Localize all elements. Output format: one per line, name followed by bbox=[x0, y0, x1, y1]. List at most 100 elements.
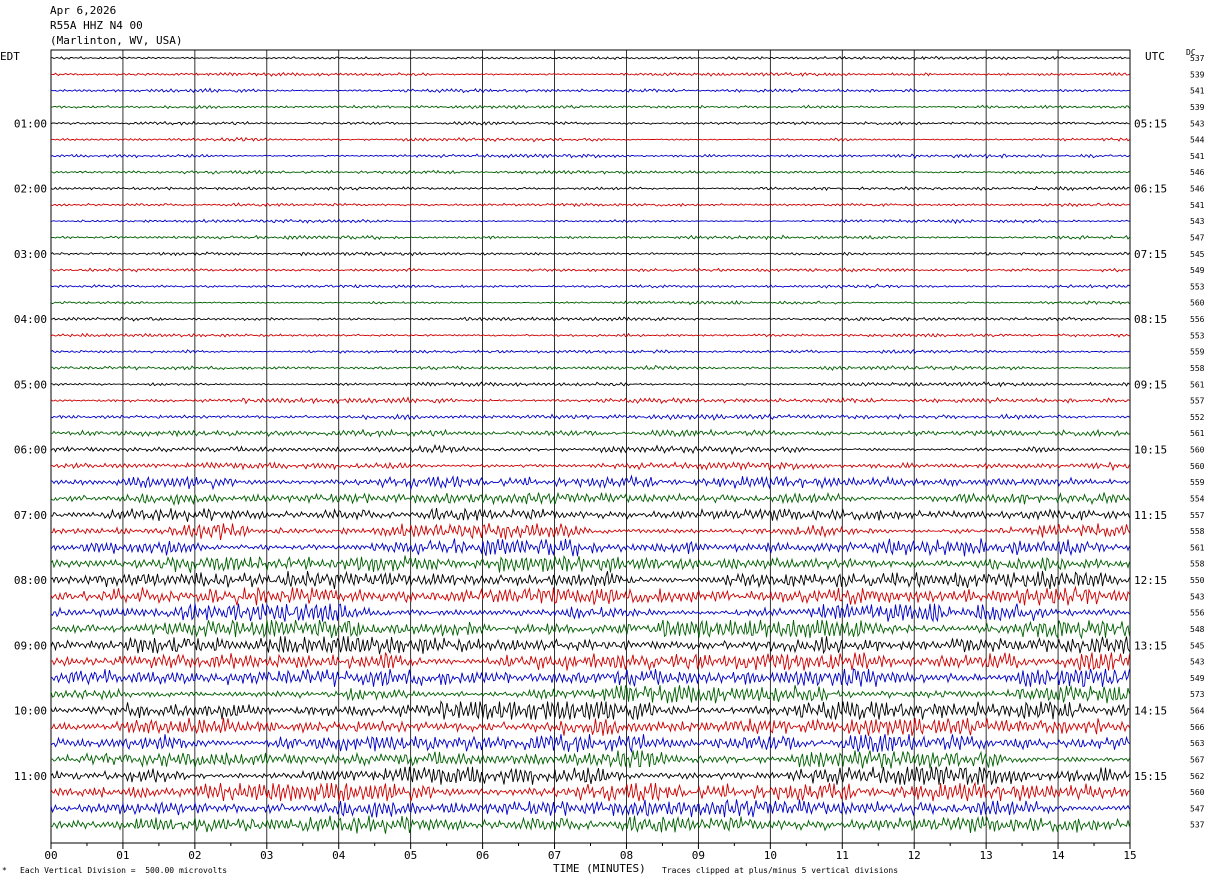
trace-line bbox=[50, 349, 1130, 355]
dc-offset-label: 543 bbox=[1190, 592, 1205, 601]
left-hour-label: 07:00 bbox=[14, 509, 47, 522]
dc-column-header: DC bbox=[1186, 48, 1196, 57]
dc-offset-label: 541 bbox=[1190, 152, 1205, 161]
x-tick-label: 03 bbox=[260, 849, 273, 862]
dc-offset-label: 558 bbox=[1190, 560, 1205, 569]
seismic-traces bbox=[50, 55, 1130, 834]
x-tick-label: 06 bbox=[476, 849, 489, 862]
dc-offset-label: 557 bbox=[1190, 511, 1205, 520]
trace-line bbox=[50, 570, 1130, 590]
right-hour-label: 11:15 bbox=[1134, 509, 1167, 522]
left-hour-label: 02:00 bbox=[14, 183, 47, 196]
trace-line bbox=[50, 717, 1130, 736]
x-tick-label: 15 bbox=[1123, 849, 1136, 862]
dc-offset-label: 545 bbox=[1190, 641, 1205, 650]
dc-offset-label: 546 bbox=[1190, 185, 1205, 194]
trace-line bbox=[50, 332, 1130, 338]
trace-line bbox=[50, 781, 1130, 802]
trace-line bbox=[50, 251, 1130, 257]
dc-offset-label: 549 bbox=[1190, 266, 1205, 275]
x-tick-label: 12 bbox=[908, 849, 921, 862]
left-hour-label: 09:00 bbox=[14, 639, 47, 652]
dc-offset-label: 545 bbox=[1190, 250, 1205, 259]
dc-offset-label: 567 bbox=[1190, 755, 1205, 764]
trace-line bbox=[50, 267, 1130, 273]
right-timezone-label: UTC bbox=[1145, 50, 1165, 63]
header-location: (Marlinton, WV, USA) bbox=[50, 34, 183, 47]
dc-offset-label: 552 bbox=[1190, 413, 1205, 422]
trace-line bbox=[50, 413, 1130, 421]
x-tick-label: 10 bbox=[764, 849, 777, 862]
left-hour-label: 10:00 bbox=[14, 705, 47, 718]
x-axis-ticks: 00 01 02 03 04 05 06 07 08 09 10 11 12 13 14 15 bbox=[44, 843, 1137, 862]
trace-line bbox=[50, 538, 1130, 557]
trace-line bbox=[50, 668, 1130, 688]
trace-line bbox=[50, 185, 1130, 192]
trace-line bbox=[50, 799, 1130, 818]
right-hour-label: 12:15 bbox=[1134, 574, 1167, 587]
left-hour-label: 04:00 bbox=[14, 313, 47, 326]
trace-line bbox=[50, 381, 1130, 388]
trace-line bbox=[50, 684, 1130, 704]
trace-line bbox=[50, 554, 1130, 573]
left-hour-label: 08:00 bbox=[14, 574, 47, 587]
x-tick-label: 14 bbox=[1051, 849, 1065, 862]
trace-line bbox=[50, 234, 1130, 241]
trace-line bbox=[50, 71, 1130, 78]
trace-line bbox=[50, 585, 1130, 606]
dc-offset-label: 549 bbox=[1190, 674, 1205, 683]
trace-line bbox=[50, 316, 1130, 322]
dc-offset-label: 541 bbox=[1190, 201, 1205, 210]
dc-offset-label: 553 bbox=[1190, 331, 1205, 340]
dc-offset-label: 544 bbox=[1190, 136, 1205, 145]
trace-line bbox=[50, 603, 1130, 623]
x-tick-label: 11 bbox=[836, 849, 849, 862]
dc-offset-label: 559 bbox=[1190, 348, 1205, 357]
x-tick-label: 02 bbox=[188, 849, 201, 862]
dc-offset-label: 573 bbox=[1190, 690, 1205, 699]
x-tick-label: 00 bbox=[44, 849, 57, 862]
trace-line bbox=[50, 218, 1130, 225]
right-hour-label: 15:15 bbox=[1134, 770, 1167, 783]
dc-offset-label: 543 bbox=[1190, 217, 1205, 226]
left-hour-label: 01:00 bbox=[14, 117, 47, 130]
trace-line bbox=[50, 299, 1130, 306]
header-station: R55A HHZ N4 00 bbox=[50, 19, 143, 32]
dc-offset-label: 559 bbox=[1190, 478, 1205, 487]
trace-line bbox=[50, 700, 1130, 721]
dc-offset-label: 539 bbox=[1190, 103, 1205, 112]
dc-offset-label: 558 bbox=[1190, 364, 1205, 373]
right-hour-label: 09:15 bbox=[1134, 378, 1167, 391]
dc-offset-label: 539 bbox=[1190, 70, 1205, 79]
hour-labels: 01:00 02:00 03:00 04:00 05:00 06:00 07:00 08:00… bbox=[14, 117, 1167, 783]
trace-line bbox=[50, 474, 1130, 491]
dc-offset-label: 560 bbox=[1190, 462, 1205, 471]
dc-offset-label: 543 bbox=[1190, 119, 1205, 128]
trace-line bbox=[50, 443, 1130, 456]
trace-line bbox=[50, 428, 1130, 438]
dc-offset-label: 546 bbox=[1190, 168, 1205, 177]
trace-line bbox=[50, 461, 1130, 472]
trace-line bbox=[50, 750, 1130, 769]
dc-offset-label: 558 bbox=[1190, 527, 1205, 536]
trace-line bbox=[50, 523, 1130, 541]
dc-offset-label: 560 bbox=[1190, 446, 1205, 455]
right-hour-label: 05:15 bbox=[1134, 117, 1167, 130]
left-timezone-label: EDT bbox=[0, 50, 20, 63]
trace-line bbox=[50, 619, 1130, 640]
left-hour-label: 03:00 bbox=[14, 248, 47, 261]
trace-line bbox=[50, 364, 1130, 371]
trace-line bbox=[50, 104, 1130, 110]
dc-offset-label: 547 bbox=[1190, 804, 1205, 813]
dc-offset-label: 541 bbox=[1190, 87, 1205, 96]
dc-offset-label: 556 bbox=[1190, 609, 1205, 618]
trace-line bbox=[50, 491, 1130, 507]
right-hour-label: 08:15 bbox=[1134, 313, 1167, 326]
trace-line bbox=[50, 766, 1130, 785]
footer-scale-icon: * bbox=[2, 866, 7, 875]
dc-offset-label: 561 bbox=[1190, 429, 1205, 438]
trace-line bbox=[50, 169, 1130, 175]
dc-offset-label: 560 bbox=[1190, 299, 1205, 308]
dc-offset-label: 554 bbox=[1190, 494, 1205, 503]
